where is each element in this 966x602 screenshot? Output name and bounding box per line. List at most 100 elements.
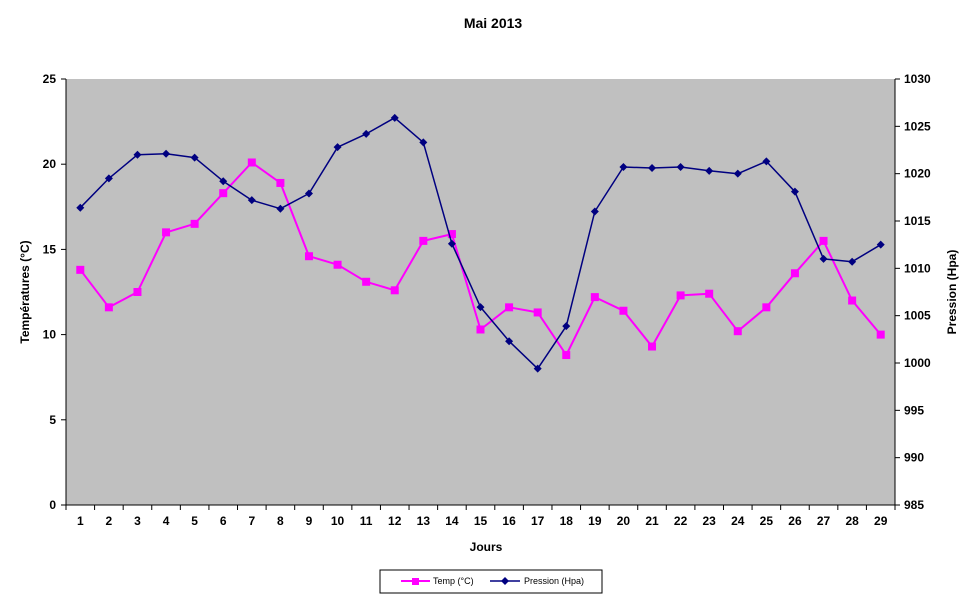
legend-marker-pression: [501, 577, 509, 585]
data-point-temp: [733, 327, 742, 336]
data-point-pression: [762, 157, 771, 166]
right-y-ticks: 985 990 995 1000 1005 1010 1015 1020 1025 1030: [895, 72, 931, 512]
x-tick-label: 4: [163, 514, 170, 528]
legend-label-temp: Temp (°C): [433, 576, 474, 586]
data-point-temp: [876, 330, 885, 339]
data-point-pression: [562, 322, 571, 331]
data-point-temp: [362, 277, 371, 286]
data-point-temp: [619, 306, 628, 315]
left-tick-label: 25: [43, 72, 57, 86]
x-tick-label: 16: [502, 514, 516, 528]
x-tick-label: 2: [106, 514, 113, 528]
x-axis-title: Jours: [470, 540, 503, 554]
data-point-pression: [648, 163, 657, 172]
x-tick-label: 15: [474, 514, 488, 528]
data-point-pression: [876, 240, 885, 249]
x-tick-label: 11: [360, 514, 373, 528]
x-tick-label: 8: [277, 514, 284, 528]
left-tick-label: 10: [43, 328, 57, 342]
x-tick-label: 1: [77, 514, 84, 528]
x-tick-label: 10: [331, 514, 345, 528]
x-tick-label: 9: [306, 514, 313, 528]
x-tick-label: 6: [220, 514, 227, 528]
legend: Temp (°C) Pression (Hpa): [379, 569, 603, 594]
x-tick-label: 12: [388, 514, 402, 528]
data-point-temp: [848, 296, 857, 305]
left-tick-label: 20: [43, 157, 57, 171]
right-tick-label: 1025: [904, 119, 931, 133]
data-point-temp: [304, 252, 313, 261]
right-tick-label: 1030: [904, 72, 931, 86]
data-point-pression: [333, 143, 342, 152]
right-tick-label: 1005: [904, 309, 931, 323]
data-point-pression: [476, 303, 485, 312]
x-tick-label: 14: [445, 514, 459, 528]
x-tick-label: 7: [248, 514, 255, 528]
data-point-pression: [304, 189, 313, 198]
right-tick-label: 1015: [904, 214, 931, 228]
data-point-pression: [162, 149, 171, 158]
x-tick-label: 24: [731, 514, 745, 528]
data-point-pression: [104, 174, 113, 183]
right-tick-label: 1020: [904, 167, 931, 181]
x-tick-label: 27: [817, 514, 831, 528]
data-point-temp: [590, 293, 599, 302]
data-point-pression: [590, 207, 599, 216]
x-tick-label: 3: [134, 514, 141, 528]
data-point-temp: [790, 269, 799, 278]
data-point-pression: [190, 153, 199, 162]
x-tick-label: 29: [874, 514, 888, 528]
data-point-temp: [819, 236, 828, 245]
data-point-pression: [505, 337, 514, 346]
data-point-pression: [705, 166, 714, 175]
chart-title: Mai 2013: [464, 15, 523, 31]
x-tick-label: 20: [617, 514, 631, 528]
data-point-pression: [247, 196, 256, 205]
x-tick-label: 25: [760, 514, 774, 528]
data-point-pression: [390, 113, 399, 122]
x-tick-label: 19: [588, 514, 602, 528]
data-point-pression: [619, 163, 628, 172]
data-point-temp: [648, 342, 657, 351]
y-axis-left-title: Températures (°C): [18, 240, 32, 343]
data-point-temp: [447, 230, 456, 239]
x-tick-label: 28: [845, 514, 859, 528]
x-tick-label: 26: [788, 514, 802, 528]
left-tick-label: 5: [49, 413, 56, 427]
legend-marker-temp: [412, 578, 419, 585]
x-tick-label: 17: [531, 514, 545, 528]
data-point-pression: [533, 364, 542, 373]
data-point-pression: [447, 239, 456, 248]
right-tick-label: 1010: [904, 261, 931, 275]
data-point-temp: [333, 260, 342, 269]
data-point-temp: [276, 178, 285, 187]
legend-item-pression: Pression (Hpa): [490, 576, 584, 586]
legend-label-pression: Pression (Hpa): [524, 576, 584, 586]
left-tick-label: 15: [43, 242, 57, 256]
y-axis-right-title: Pression (Hpa): [945, 250, 959, 335]
data-point-temp: [390, 286, 399, 295]
right-tick-label: 1000: [904, 356, 931, 370]
data-point-temp: [76, 265, 85, 274]
x-tick-label: 13: [417, 514, 431, 528]
data-point-pression: [419, 138, 428, 147]
left-y-ticks: 0 5 10 15 20 25: [43, 72, 66, 512]
left-tick-label: 0: [49, 498, 56, 512]
data-point-temp: [219, 189, 228, 198]
series-layer: [76, 113, 885, 373]
data-point-pression: [76, 203, 85, 212]
data-point-temp: [162, 228, 171, 237]
data-point-pression: [362, 129, 371, 138]
data-point-temp: [247, 158, 256, 167]
data-point-pression: [819, 254, 828, 263]
x-tick-label: 23: [703, 514, 717, 528]
data-point-temp: [190, 219, 199, 228]
data-point-pression: [133, 150, 142, 159]
data-point-temp: [104, 303, 113, 312]
data-point-pression: [219, 177, 228, 186]
data-point-temp: [505, 303, 514, 312]
right-tick-label: 990: [904, 451, 924, 465]
data-point-temp: [533, 308, 542, 317]
data-point-pression: [733, 169, 742, 178]
data-point-pression: [676, 163, 685, 172]
